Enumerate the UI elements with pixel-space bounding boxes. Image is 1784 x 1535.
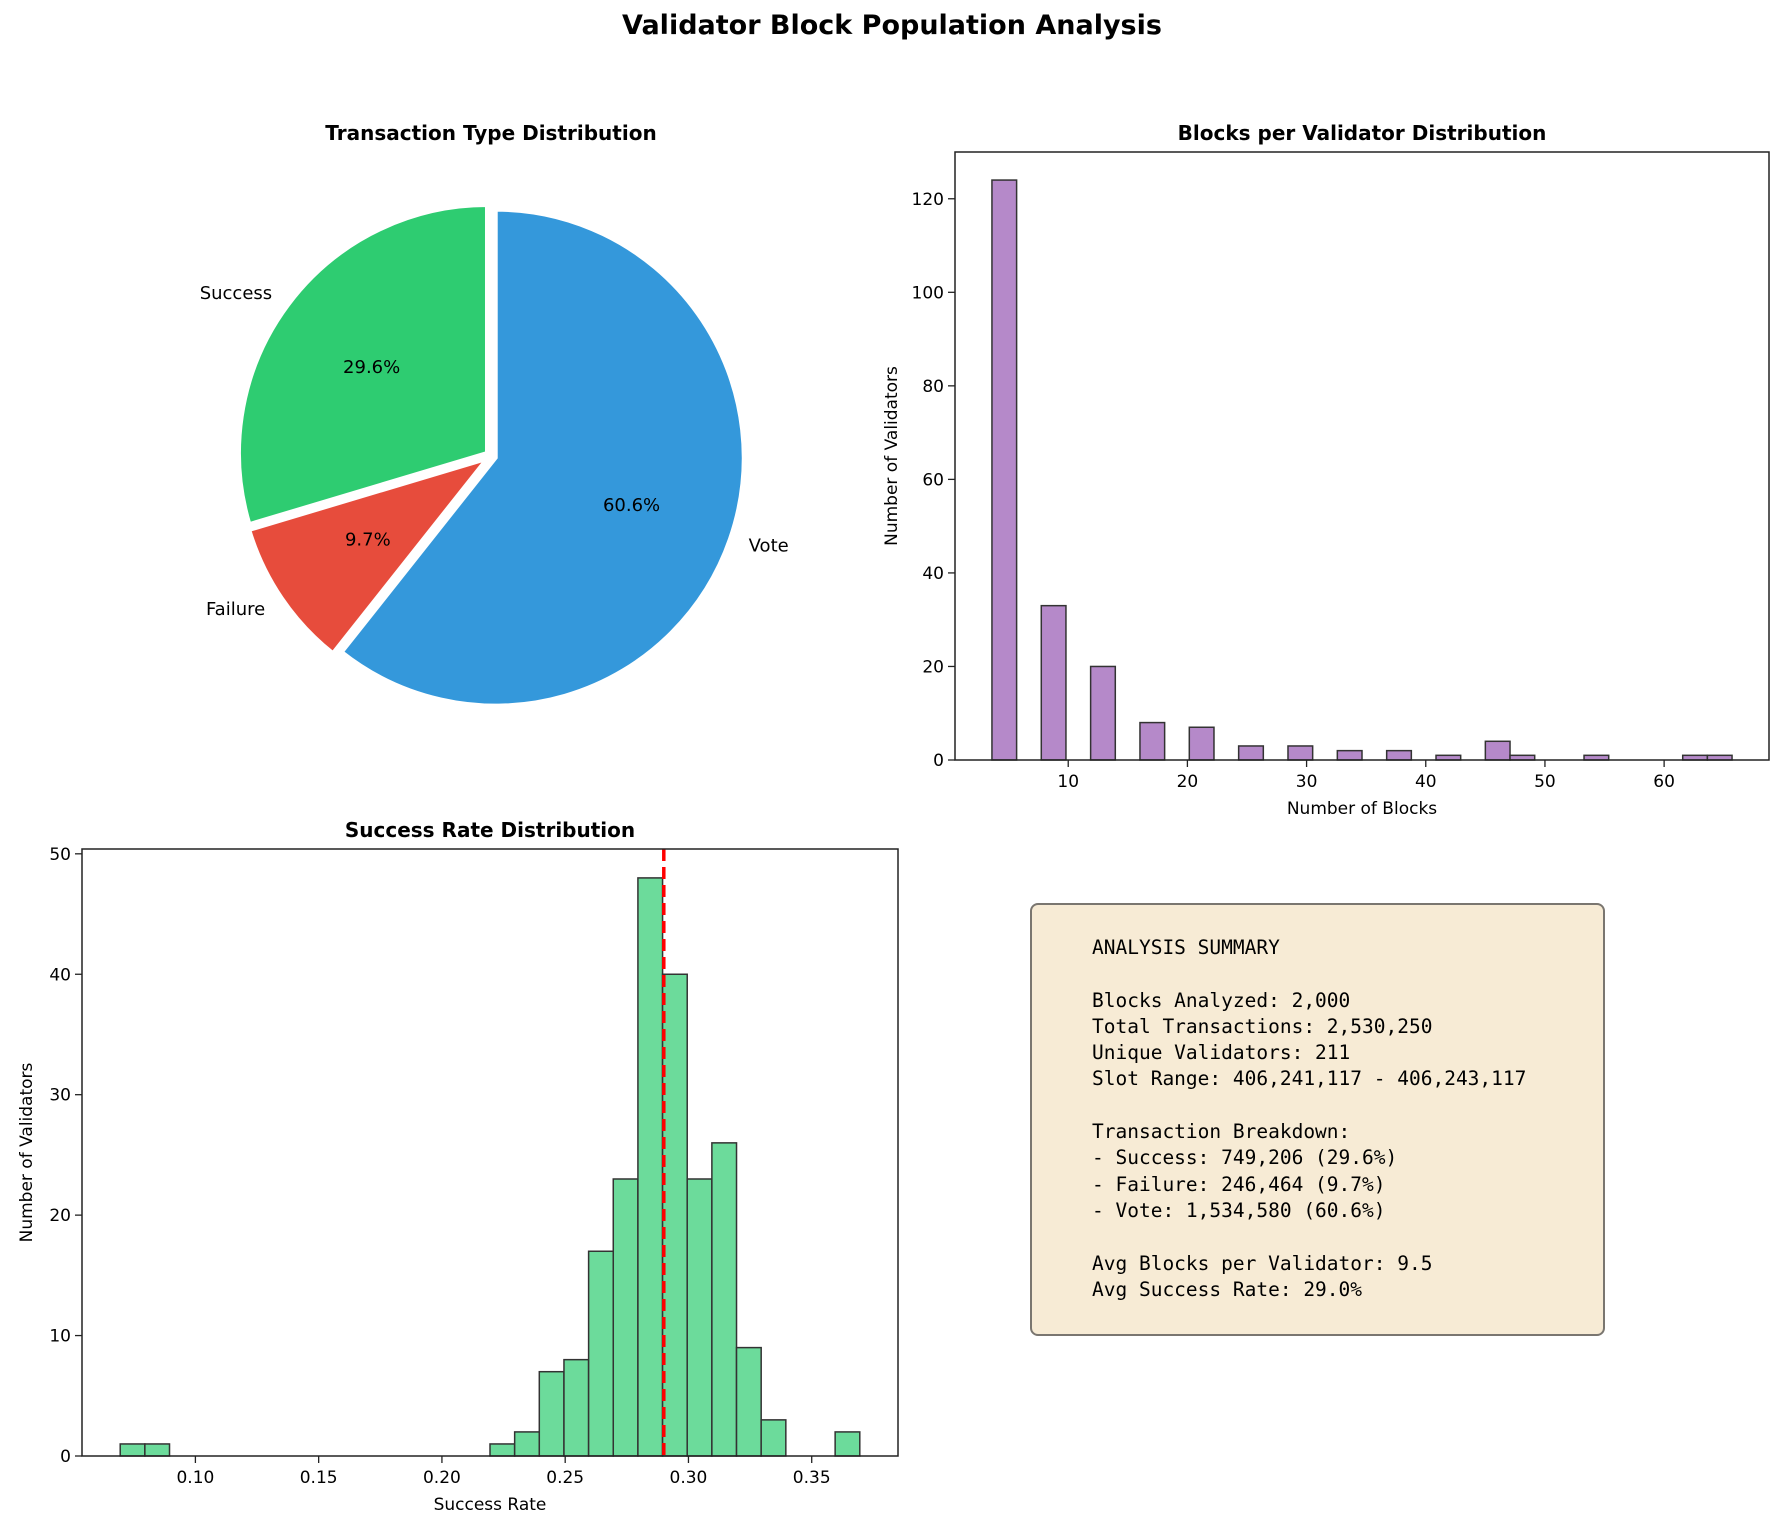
blocks-bar [1188,726,1215,761]
blocks-bar [1139,721,1166,761]
blocks-ytick-label: 40 [922,564,944,584]
analysis-summary-text: ANALYSIS SUMMARY Blocks Analyzed: 2,000 … [1092,936,1527,1301]
success-rate-bar [637,877,664,1457]
blocks-bar [1484,740,1511,761]
blocks-ytick-label: 0 [933,751,944,771]
success-rate-bar [563,1358,590,1457]
blocks-bar [1237,745,1265,761]
success-rate-bar [538,1370,565,1457]
blocks-xtick-label: 60 [1653,772,1675,792]
blocks-xtick-label: 20 [1177,772,1199,792]
success-rate-xtick-label: 0.30 [670,1468,708,1488]
success-rate-bar [760,1419,787,1457]
pie-label: Vote [749,536,789,557]
success-rate-title: Success Rate Distribution [345,818,635,842]
success-rate-xtick-label: 0.25 [546,1468,584,1488]
success-rate-bar [489,1443,516,1457]
success-rate-bar [612,1178,639,1457]
blocks-axes-frame [954,151,1770,761]
success-rate-axes-frame [81,848,899,1457]
pie-slice-failure [246,455,493,657]
success-rate-bar [513,1431,541,1457]
blocks-xtick-label: 50 [1534,772,1556,792]
blocks-bar [1385,749,1413,761]
success-rate-ytick-label: 30 [49,1086,71,1106]
blocks-ytick-label: 120 [912,190,944,210]
blocks-xtick-label: 40 [1415,772,1437,792]
pie-value-label: 9.7% [345,530,391,551]
blocks-bar [991,179,1018,761]
pie-title: Transaction Type Distribution [325,121,656,145]
blocks-bar [1336,749,1363,761]
success-rate-bar [587,1250,615,1457]
pie-value-label: 29.6% [343,357,400,378]
blocks-ylabel: Number of Validators [882,366,902,546]
success-rate-bar [119,1443,146,1457]
blocks-ytick-label: 20 [922,657,944,677]
success-rate-ytick-label: 50 [49,845,71,865]
blocks-xlabel: Number of Blocks [1287,799,1437,819]
success-rate-ytick-label: 40 [49,965,71,985]
blocks-bar [1089,665,1117,761]
success-rate-xtick-label: 0.20 [423,1468,461,1488]
blocks-xtick-label: 30 [1296,772,1318,792]
success-rate-bar [711,1142,738,1457]
blocks-ytick-label: 80 [922,377,944,397]
blocks-bar [1287,745,1314,761]
analysis-summary-box: ANALYSIS SUMMARY Blocks Analyzed: 2,000 … [1030,903,1605,1336]
pie-value-label: 60.6% [603,495,660,516]
blocks-ytick-label: 100 [912,283,944,303]
blocks-ytick-label: 60 [922,470,944,490]
success-rate-xtick-label: 0.35 [793,1468,831,1488]
pie-slice-vote [338,207,746,708]
blocks-xtick-label: 10 [1057,772,1079,792]
pie-label: Failure [206,599,265,620]
blocks-bar [1040,604,1067,761]
success-rate-xlabel: Success Rate [434,1495,547,1515]
blocks-title: Blocks per Validator Distribution [1178,121,1547,145]
pie-slice-success [237,203,489,527]
figure-title: Validator Block Population Analysis [622,10,1162,41]
success-rate-xtick-label: 0.10 [176,1468,214,1488]
success-rate-bar [686,1178,713,1457]
success-rate-bar [735,1346,762,1457]
pie-label: Success [200,283,272,304]
success-rate-ytick-label: 20 [49,1206,71,1226]
success-rate-bar [661,973,688,1457]
success-rate-ylabel: Number of Validators [17,1062,37,1242]
success-rate-ytick-label: 10 [49,1327,71,1347]
success-rate-ytick-label: 0 [60,1447,71,1467]
success-rate-bar [834,1431,861,1457]
success-rate-xtick-label: 0.15 [300,1468,338,1488]
success-rate-bar [144,1443,171,1457]
